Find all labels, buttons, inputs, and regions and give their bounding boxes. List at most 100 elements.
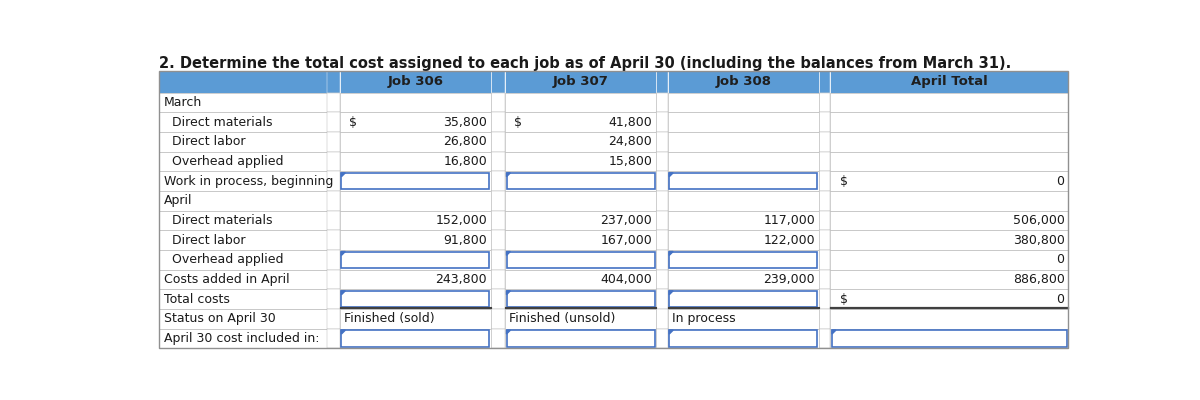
Text: 26,800: 26,800 <box>443 135 487 148</box>
Text: Status on April 30: Status on April 30 <box>164 312 276 325</box>
Bar <box>818 230 830 250</box>
Bar <box>326 270 340 289</box>
Bar <box>340 71 491 93</box>
Polygon shape <box>342 252 346 255</box>
Text: Total costs: Total costs <box>164 293 230 306</box>
Bar <box>656 289 667 309</box>
Bar <box>505 71 656 93</box>
Bar <box>670 291 817 308</box>
Bar <box>830 211 1068 230</box>
Bar <box>667 132 818 152</box>
Bar <box>830 250 1068 270</box>
Bar <box>505 211 656 230</box>
Bar <box>505 152 656 171</box>
Bar <box>326 171 340 191</box>
Bar <box>667 93 818 112</box>
Bar <box>667 329 818 348</box>
Bar <box>160 250 326 270</box>
Text: 117,000: 117,000 <box>763 214 815 227</box>
Bar <box>830 289 1068 309</box>
Bar <box>340 112 491 132</box>
Bar <box>818 250 830 270</box>
Bar <box>830 112 1068 132</box>
Polygon shape <box>670 291 673 295</box>
Bar <box>667 191 818 211</box>
Bar <box>326 230 340 250</box>
Bar <box>340 250 491 270</box>
Bar <box>491 211 505 230</box>
Bar <box>491 152 505 171</box>
Bar <box>818 152 830 171</box>
Text: 2. Determine the total cost assigned to each job as of April 30 (including the b: 2. Determine the total cost assigned to … <box>160 56 1012 71</box>
Bar <box>830 171 1068 191</box>
Bar <box>491 132 505 152</box>
Text: $: $ <box>349 116 358 129</box>
Bar <box>340 230 491 250</box>
Bar <box>505 132 656 152</box>
Text: 35,800: 35,800 <box>443 116 487 129</box>
Bar <box>667 309 818 329</box>
Bar <box>326 329 340 348</box>
Bar <box>656 250 667 270</box>
Bar <box>832 330 1067 347</box>
Bar <box>326 93 340 112</box>
Text: 91,800: 91,800 <box>443 234 487 247</box>
Bar <box>491 270 505 289</box>
Bar <box>667 152 818 171</box>
Bar <box>160 132 326 152</box>
Bar <box>160 309 326 329</box>
Bar <box>818 329 830 348</box>
Text: 237,000: 237,000 <box>600 214 653 227</box>
Bar <box>491 93 505 112</box>
Bar <box>830 309 1068 329</box>
Bar <box>656 71 667 93</box>
Bar <box>160 230 326 250</box>
Text: April: April <box>164 194 192 207</box>
Text: 506,000: 506,000 <box>1013 214 1064 227</box>
Bar <box>830 93 1068 112</box>
Bar <box>830 270 1068 289</box>
Text: 16,800: 16,800 <box>443 155 487 168</box>
Bar <box>656 132 667 152</box>
Bar <box>656 93 667 112</box>
Bar <box>667 211 818 230</box>
Bar <box>818 270 830 289</box>
Text: 0: 0 <box>1056 293 1064 306</box>
Bar <box>340 289 491 309</box>
Bar <box>340 152 491 171</box>
Bar <box>505 309 656 329</box>
Text: 122,000: 122,000 <box>763 234 815 247</box>
Bar <box>160 270 326 289</box>
Text: April Total: April Total <box>911 75 988 88</box>
Bar <box>491 71 505 93</box>
Bar <box>326 211 340 230</box>
Polygon shape <box>670 330 673 334</box>
Bar <box>491 230 505 250</box>
Text: Costs added in April: Costs added in April <box>164 273 289 286</box>
Bar <box>830 71 1068 93</box>
Text: 243,800: 243,800 <box>436 273 487 286</box>
Text: 886,800: 886,800 <box>1013 273 1064 286</box>
Text: Direct labor: Direct labor <box>164 135 246 148</box>
Bar <box>342 330 490 347</box>
Bar <box>818 71 830 93</box>
Bar <box>667 250 818 270</box>
Polygon shape <box>506 291 510 295</box>
Bar <box>656 329 667 348</box>
Text: 167,000: 167,000 <box>600 234 653 247</box>
Bar <box>326 71 340 93</box>
Bar <box>656 270 667 289</box>
Bar <box>656 309 667 329</box>
Bar <box>160 191 326 211</box>
Bar <box>818 93 830 112</box>
Bar <box>667 112 818 132</box>
Bar <box>818 112 830 132</box>
Bar <box>491 191 505 211</box>
Bar <box>340 309 491 329</box>
Bar <box>656 230 667 250</box>
Bar <box>160 112 326 132</box>
Bar <box>491 309 505 329</box>
Polygon shape <box>506 173 510 177</box>
Bar <box>340 191 491 211</box>
Bar <box>505 270 656 289</box>
